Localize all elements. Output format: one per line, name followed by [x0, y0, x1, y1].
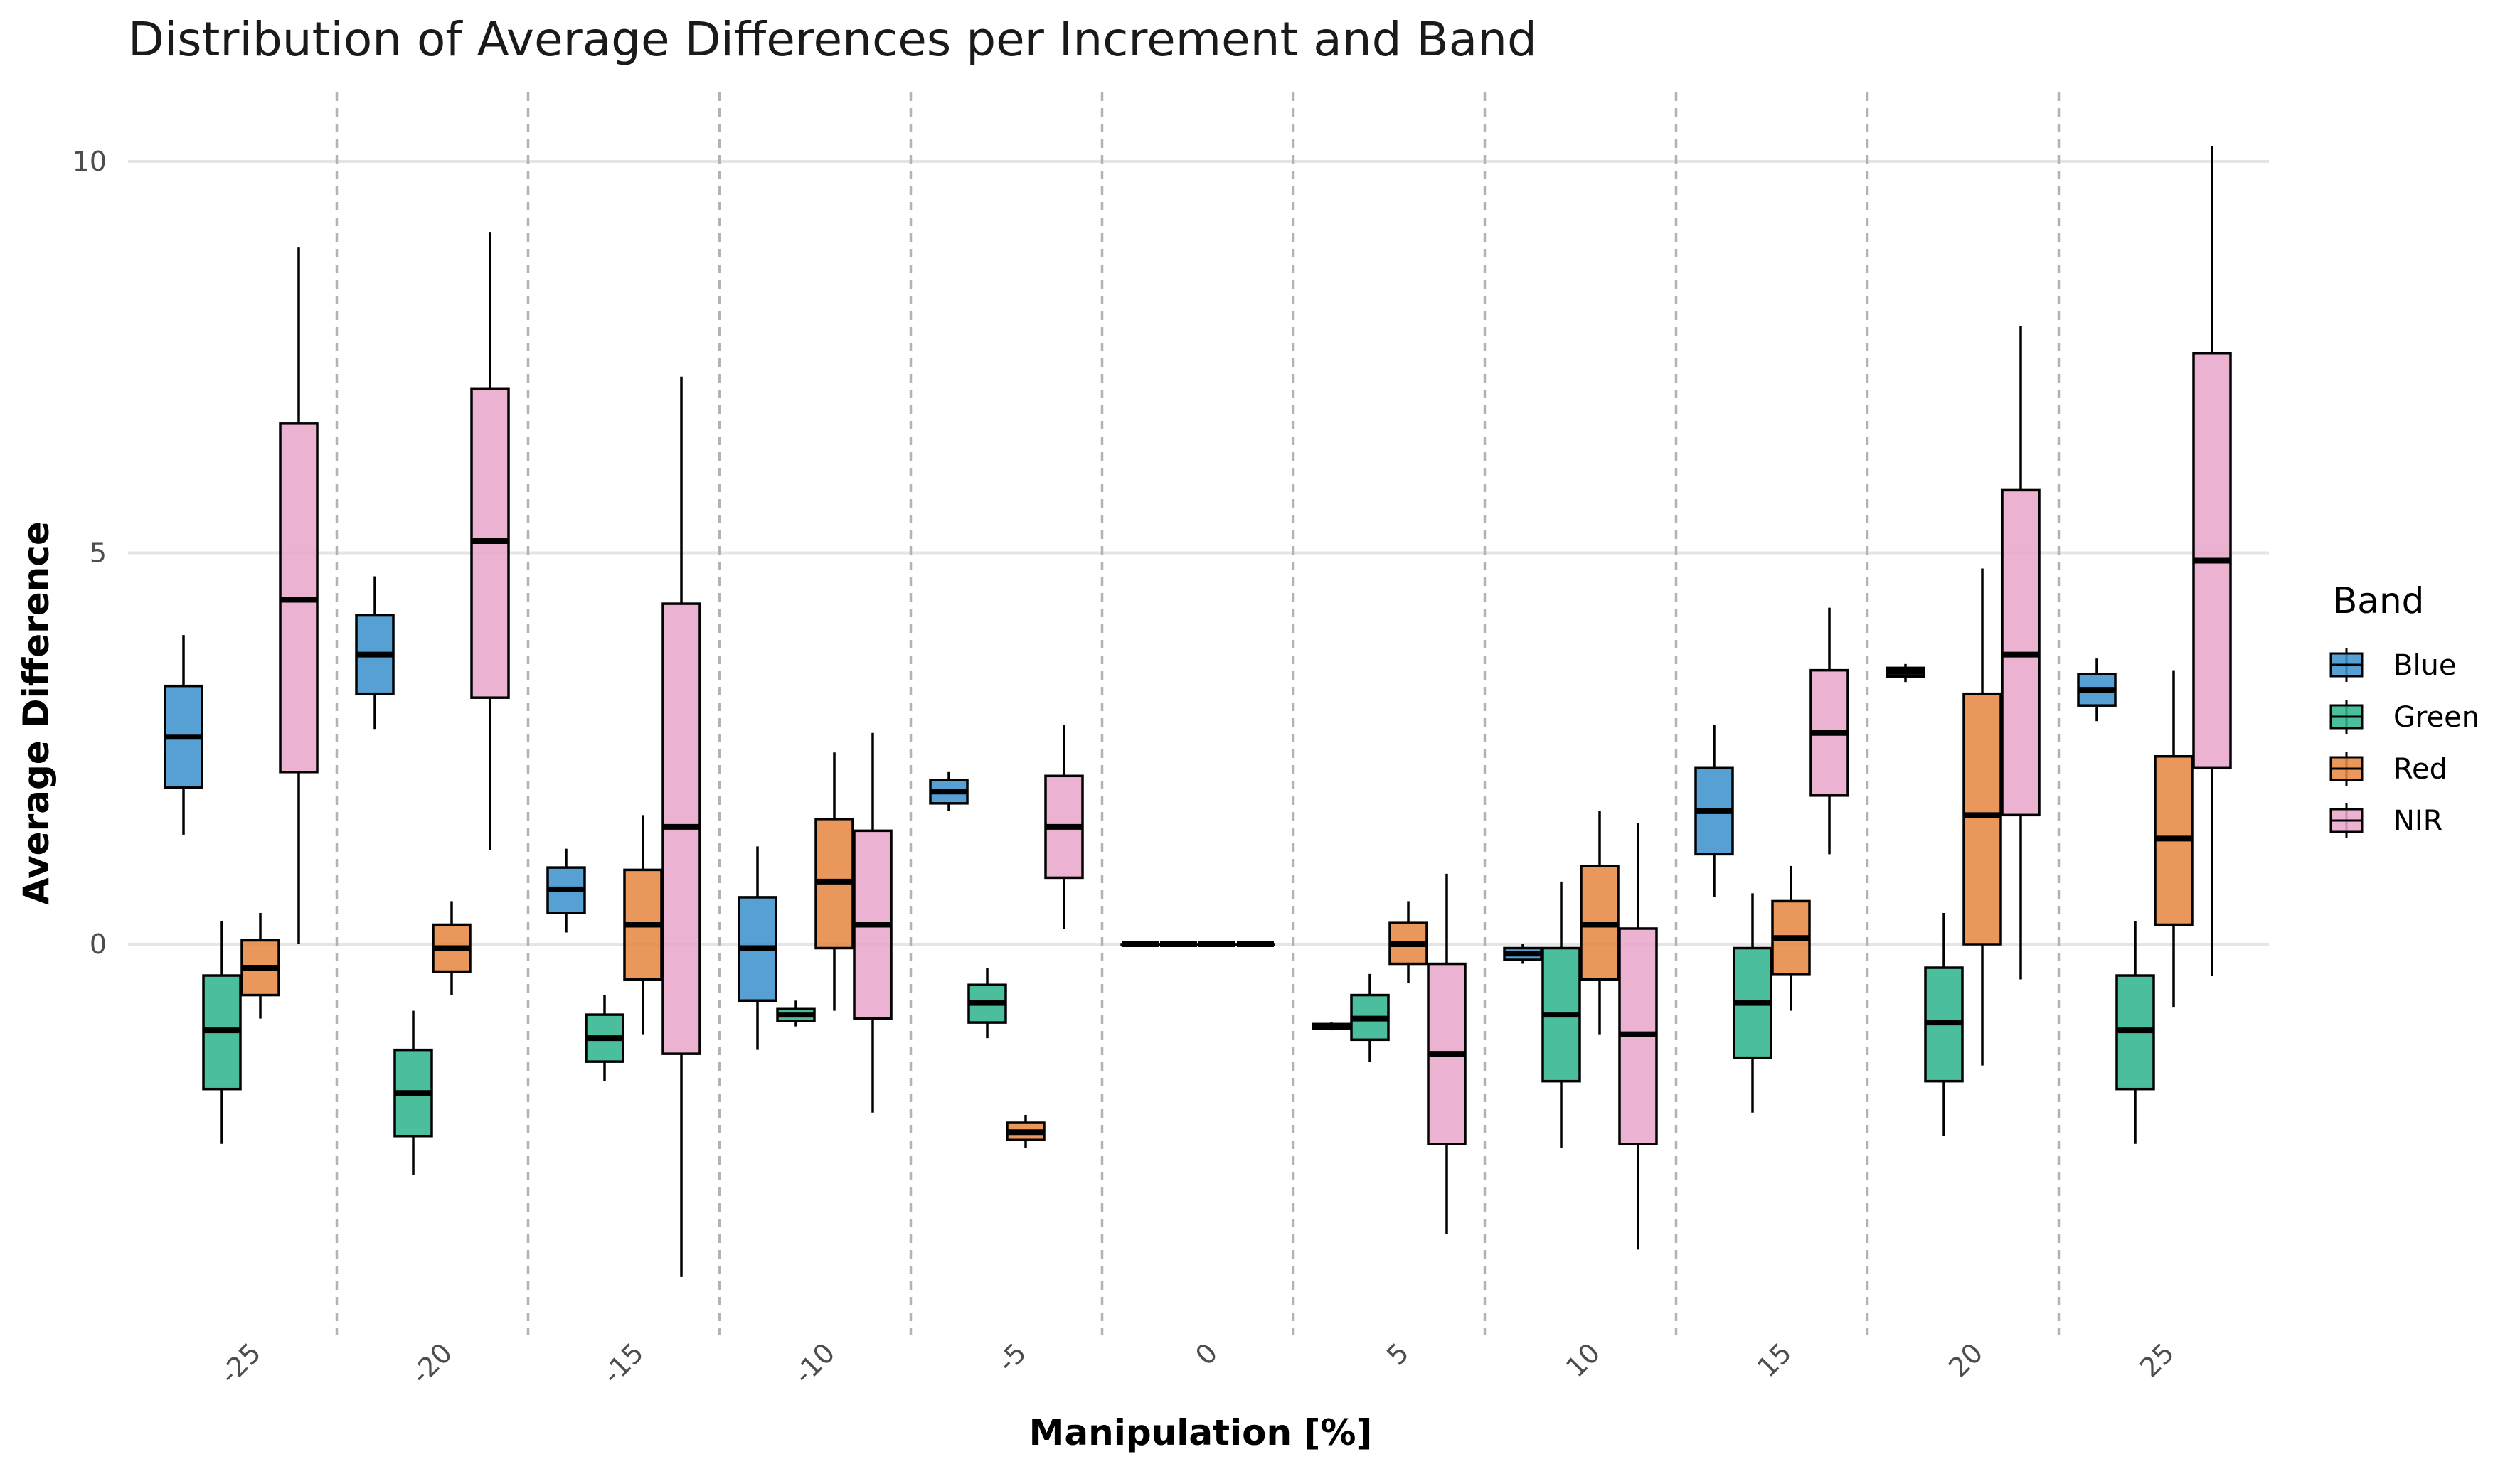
box-red-25 — [2154, 670, 2194, 1008]
box-red-5 — [1388, 901, 1428, 984]
box-blue--15 — [546, 848, 586, 933]
box-blue--5 — [929, 771, 969, 811]
box-iqr — [1962, 692, 2002, 946]
legend-label: Green — [2393, 701, 2479, 734]
box-nir--10 — [853, 732, 893, 1113]
x-tick-label: -20 — [405, 1337, 458, 1390]
x-tick-label: 10 — [1560, 1337, 1606, 1383]
box-nir-5 — [1427, 873, 1467, 1234]
box-blue-0 — [1120, 941, 1160, 947]
box-green--25 — [202, 920, 242, 1144]
box-blue--25 — [164, 635, 203, 835]
group-separators — [335, 92, 2061, 1335]
box-green--15 — [585, 995, 624, 1081]
box-red--15 — [623, 815, 663, 1035]
x-tick-label: 20 — [1942, 1337, 1989, 1383]
x-tick-label: 25 — [2134, 1337, 2180, 1383]
legend-title: Band — [2333, 580, 2424, 621]
x-tick-label: 5 — [1381, 1337, 1415, 1371]
box-blue-25 — [2077, 658, 2117, 722]
box-blue-15 — [1694, 725, 1734, 897]
box-green--10 — [776, 1000, 816, 1027]
box-nir-15 — [1809, 607, 1849, 855]
box-nir--20 — [470, 232, 510, 850]
box-nir-10 — [1618, 823, 1658, 1250]
box-green-0 — [1159, 941, 1198, 947]
legend-item-nir: NIR — [2329, 803, 2443, 838]
x-tick-label: -25 — [213, 1337, 267, 1390]
box-red--10 — [814, 752, 854, 1011]
x-tick-label: 0 — [1189, 1337, 1223, 1371]
box-blue-10 — [1503, 944, 1543, 964]
box-red--25 — [240, 912, 280, 1019]
y-axis-title: Average Difference — [16, 521, 57, 905]
x-tick-labels: -25 -20 -15 -10 -5 0 5 10 15 20 25 — [213, 1337, 2180, 1390]
x-axis-title: Manipulation [%] — [1029, 1412, 1373, 1453]
box-red-20 — [1962, 568, 2002, 1066]
y-tick-label: 5 — [90, 538, 107, 569]
x-tick-label: -10 — [787, 1337, 841, 1390]
box-red--20 — [432, 901, 472, 995]
box-green-10 — [1541, 881, 1581, 1148]
box-green-25 — [2115, 920, 2155, 1144]
legend-label: NIR — [2393, 805, 2443, 838]
box-red-10 — [1580, 811, 1620, 1035]
y-tick-labels: 0 5 10 — [73, 146, 107, 960]
y-tick-label: 10 — [73, 146, 107, 177]
box-blue--20 — [355, 576, 395, 730]
x-tick-label: 15 — [1751, 1337, 1797, 1383]
box-green-15 — [1733, 893, 1772, 1113]
box-nir--15 — [661, 376, 701, 1277]
box-red-15 — [1771, 865, 1811, 1011]
legend-item-green: Green — [2329, 700, 2479, 734]
legend: Band Blue Green Red NIR — [2329, 580, 2479, 838]
box-blue--10 — [738, 846, 777, 1050]
box-nir-0 — [1235, 941, 1275, 947]
box-nir--5 — [1044, 725, 1084, 929]
box-nir--25 — [279, 247, 319, 944]
box-red--5 — [1006, 1115, 1046, 1148]
box-blue-20 — [1886, 663, 1925, 683]
gridlines — [128, 160, 2269, 946]
box-green--5 — [967, 968, 1007, 1039]
box-green-5 — [1350, 973, 1390, 1062]
box-nir-20 — [2001, 326, 2041, 980]
legend-label: Red — [2393, 753, 2447, 786]
x-tick-label: -5 — [991, 1337, 1032, 1378]
box-nir-25 — [2192, 145, 2232, 976]
legend-label: Blue — [2393, 649, 2457, 682]
box-red-0 — [1197, 941, 1237, 947]
legend-item-blue: Blue — [2329, 648, 2457, 682]
box-plot-marks — [164, 145, 2232, 1277]
x-tick-label: -15 — [596, 1337, 649, 1390]
box-blue-5 — [1312, 1022, 1351, 1031]
chart-title: Distribution of Average Differences per … — [128, 12, 1537, 67]
legend-item-red: Red — [2329, 752, 2447, 786]
box-green-20 — [1924, 912, 1964, 1136]
box-green--20 — [393, 1010, 433, 1175]
y-tick-label: 0 — [90, 929, 107, 960]
